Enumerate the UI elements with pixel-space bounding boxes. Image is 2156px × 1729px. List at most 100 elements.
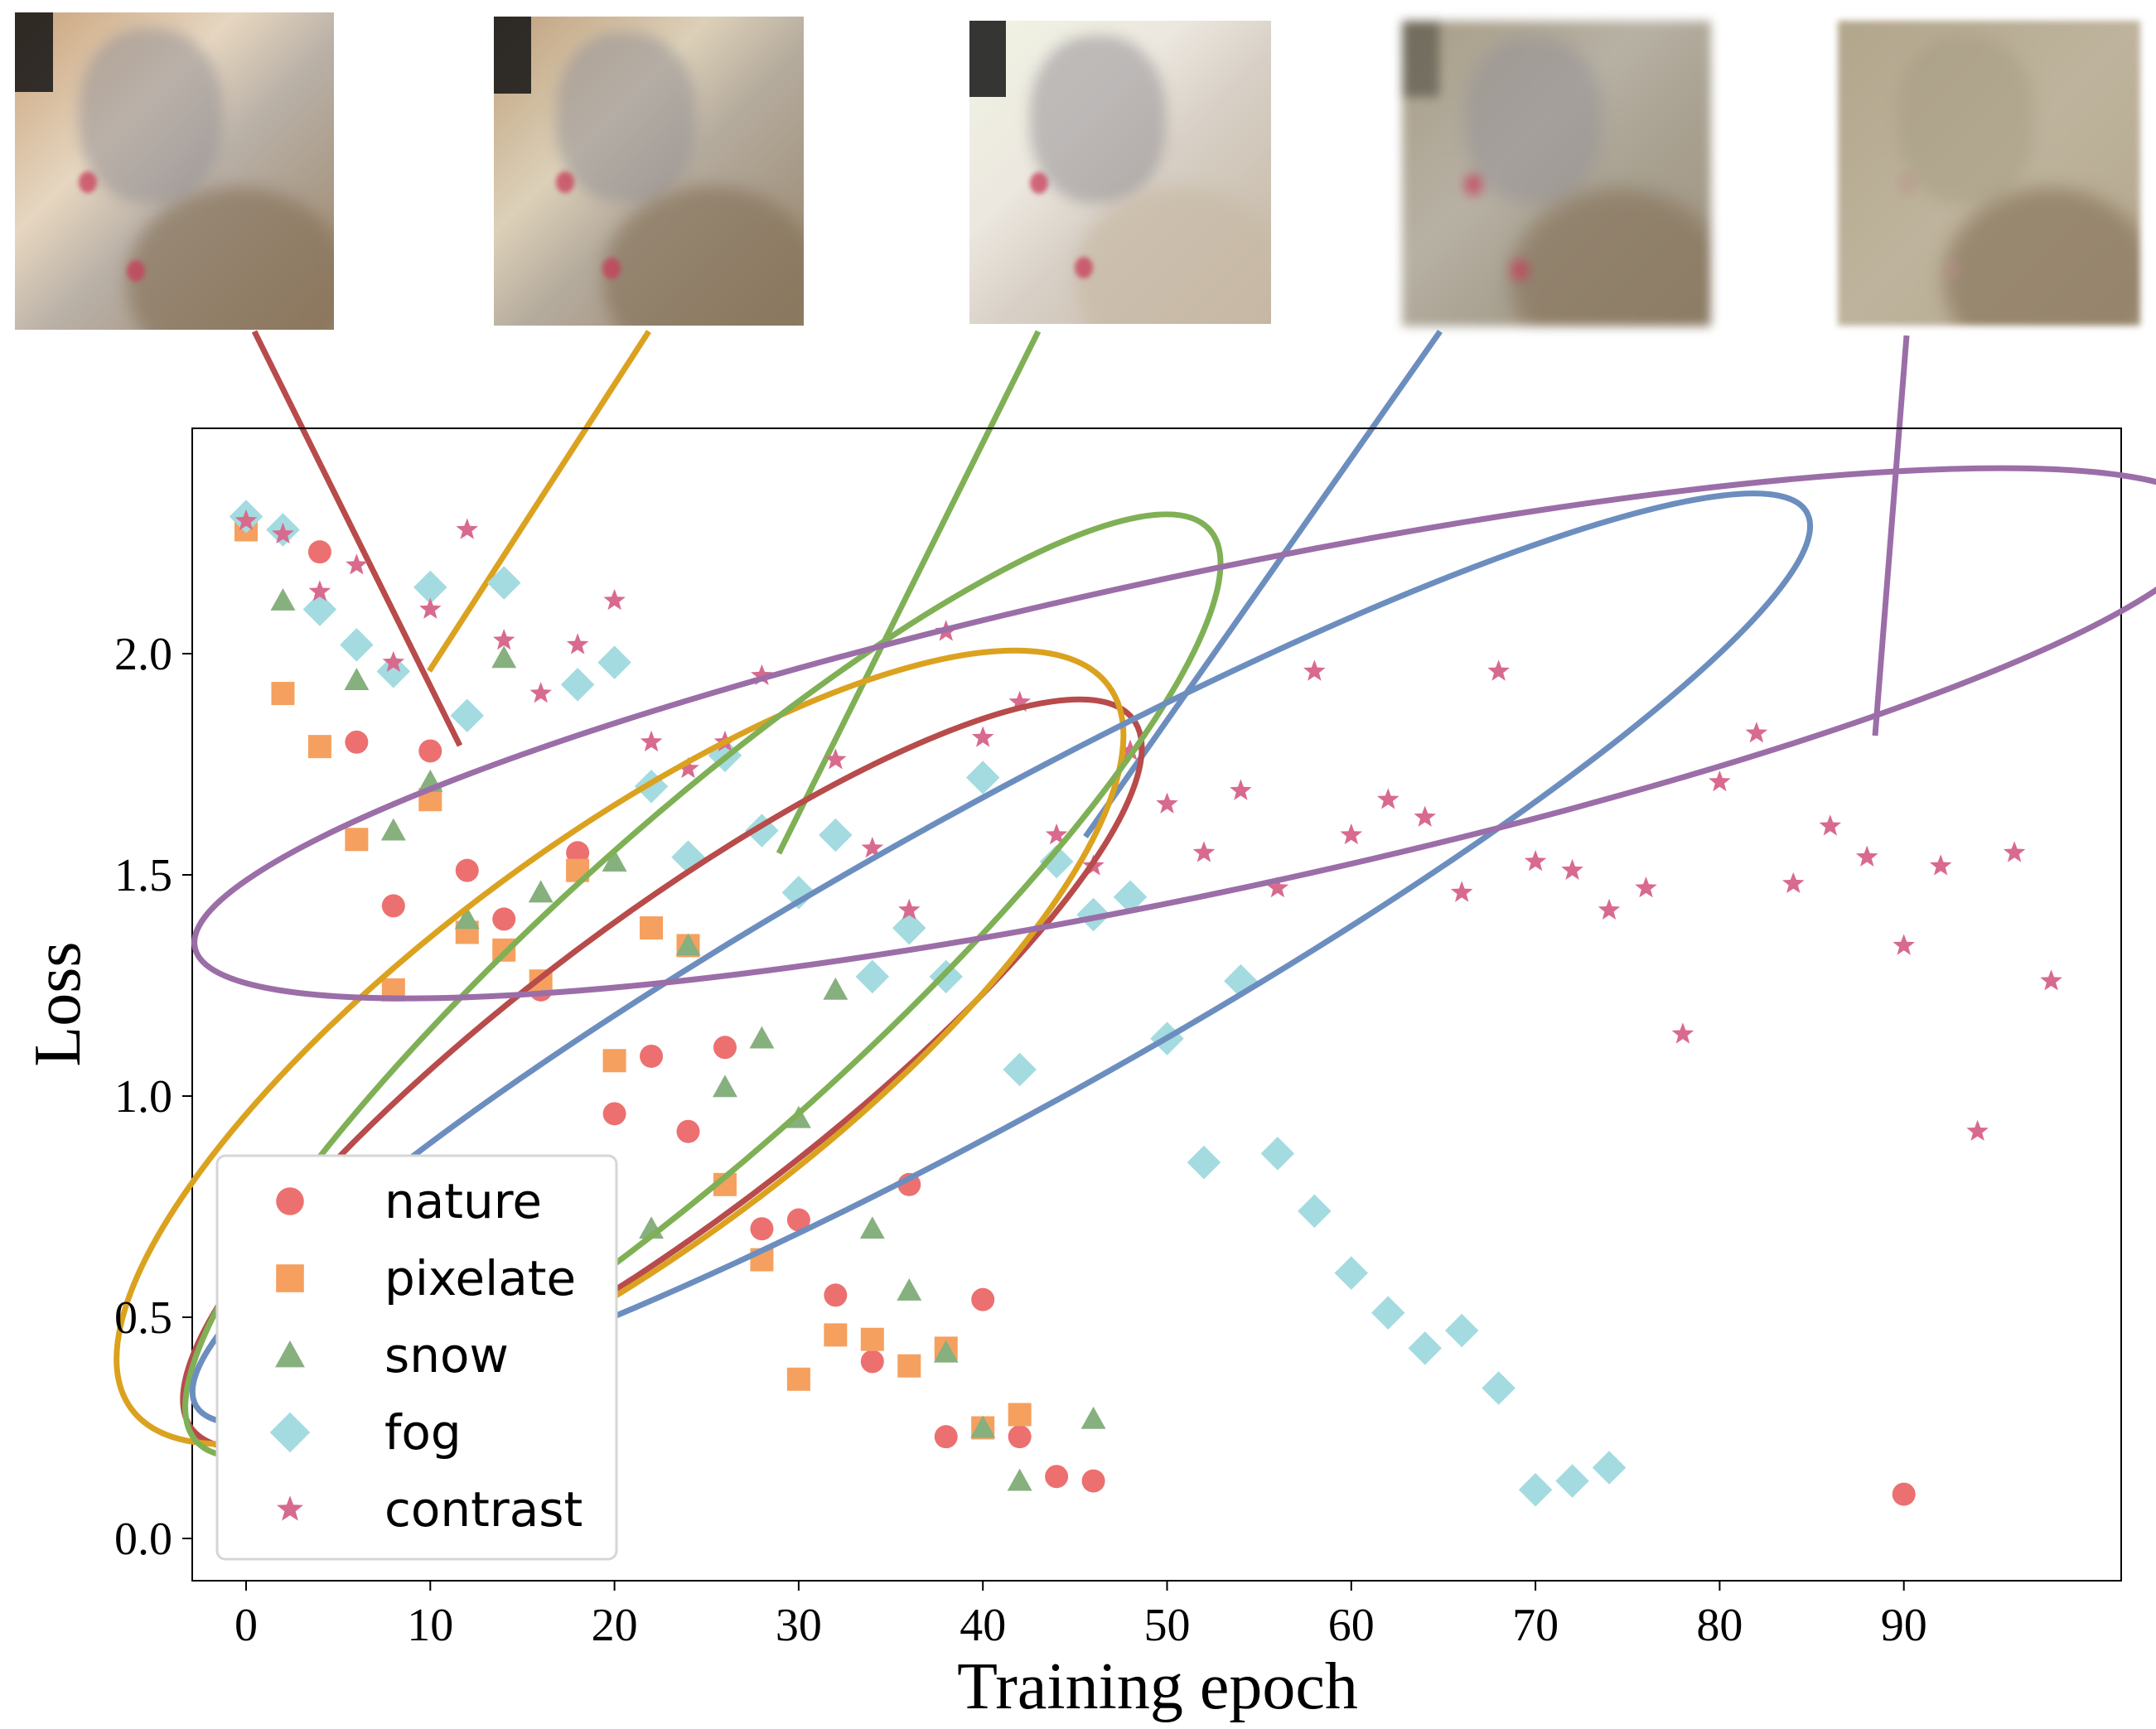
snow-point bbox=[454, 906, 480, 930]
contrast-point bbox=[1266, 877, 1289, 898]
contrast-point bbox=[1487, 659, 1510, 681]
thumbnail-fog bbox=[1402, 21, 1711, 326]
cat-head-shape bbox=[1029, 36, 1166, 203]
contrast-point bbox=[234, 509, 258, 531]
contrast-point bbox=[346, 553, 368, 575]
fog-point bbox=[1555, 1464, 1589, 1498]
contrast-point bbox=[677, 756, 699, 779]
x-tick-label: 50 bbox=[1144, 1600, 1191, 1651]
fog-point bbox=[1334, 1256, 1369, 1290]
contrast-point bbox=[1893, 934, 1915, 955]
x-tick-label: 10 bbox=[407, 1600, 453, 1651]
nature-point bbox=[713, 1036, 737, 1060]
fog-point bbox=[1076, 897, 1110, 932]
contrast-point bbox=[1045, 823, 1068, 845]
pink-spot-shape bbox=[602, 257, 621, 279]
legend-fog-marker bbox=[269, 1412, 311, 1453]
pink-spot-shape bbox=[1898, 173, 1917, 195]
snow-point bbox=[491, 645, 517, 669]
x-tick-label: 0 bbox=[234, 1600, 258, 1651]
x-tick-label: 20 bbox=[592, 1600, 638, 1651]
pixelate-point bbox=[602, 1049, 626, 1073]
contrast-point bbox=[2003, 841, 2026, 862]
x-tick-label: 80 bbox=[1696, 1600, 1743, 1651]
nature-point bbox=[602, 1102, 626, 1126]
fog-point bbox=[1482, 1371, 1515, 1405]
contrast-point bbox=[1340, 823, 1363, 845]
dark-corner-shape bbox=[494, 17, 531, 94]
nature-point bbox=[307, 540, 331, 564]
fog-point bbox=[1592, 1451, 1627, 1485]
thumbnail-pixelate bbox=[494, 17, 804, 326]
x-tick-label: 90 bbox=[1881, 1600, 1927, 1651]
pixelate-point bbox=[786, 1367, 810, 1391]
fog-point bbox=[1003, 1052, 1037, 1087]
contrast-point bbox=[1635, 877, 1657, 898]
fog-point bbox=[376, 654, 411, 688]
nature-point bbox=[1008, 1425, 1032, 1449]
fog-point bbox=[486, 566, 521, 600]
contrast-point bbox=[1450, 881, 1473, 902]
legend-fog-label: fog bbox=[384, 1404, 462, 1461]
plot-frame bbox=[191, 427, 2122, 1582]
pixelate-point bbox=[345, 828, 369, 852]
nature-point bbox=[934, 1425, 958, 1449]
y-tick-label: 2.0 bbox=[114, 629, 172, 680]
x-tick-label: 70 bbox=[1512, 1600, 1559, 1651]
contrast-point bbox=[861, 837, 884, 858]
contrast-point bbox=[751, 664, 773, 685]
y-tick-label: 1.5 bbox=[114, 850, 172, 901]
cat-head-shape bbox=[79, 28, 223, 203]
pink-spot-shape bbox=[126, 259, 145, 282]
x-tick-label: 40 bbox=[960, 1600, 1006, 1651]
pixelate-point bbox=[1008, 1403, 1032, 1427]
snow-point bbox=[344, 668, 370, 690]
nature-point bbox=[381, 894, 405, 918]
contrast-point bbox=[272, 522, 294, 544]
pink-spot-shape bbox=[1029, 172, 1048, 194]
pixelate-connector-line bbox=[427, 330, 651, 673]
nature-point bbox=[971, 1287, 995, 1311]
fog-point bbox=[1039, 844, 1074, 879]
nature-point bbox=[455, 858, 479, 882]
contrast-point bbox=[1855, 845, 1878, 867]
nature-point bbox=[676, 1119, 700, 1143]
fog-point bbox=[1260, 1137, 1295, 1171]
contrast-point bbox=[1929, 854, 1952, 876]
nature-point bbox=[640, 1044, 664, 1068]
nature-point bbox=[492, 907, 516, 931]
thumbnail-snow bbox=[969, 21, 1271, 324]
contrast-ellipse bbox=[191, 465, 2156, 1002]
legend-contrast-label: contrast bbox=[384, 1481, 583, 1538]
contrast-connector-line bbox=[1872, 335, 1910, 737]
contrast-point bbox=[1192, 841, 1216, 862]
snow-connector-line bbox=[776, 330, 1042, 855]
cat-head-shape bbox=[1463, 36, 1603, 205]
contrast-point bbox=[1230, 779, 1252, 800]
legend-pixelate-label: pixelate bbox=[384, 1250, 576, 1306]
fog-point bbox=[965, 761, 1000, 794]
dark-corner-shape bbox=[15, 12, 54, 92]
pixelate-point bbox=[860, 1327, 884, 1351]
snow-point bbox=[270, 587, 296, 611]
snow-point bbox=[859, 1216, 885, 1239]
contrast-point bbox=[1709, 770, 1731, 792]
legend-box bbox=[215, 1154, 618, 1561]
pixelate-point bbox=[897, 1354, 921, 1378]
snow-point bbox=[675, 933, 701, 956]
pink-spot-shape bbox=[555, 171, 574, 193]
pink-spot-shape bbox=[1510, 258, 1529, 281]
x-axis-ticks: 0 10 20 30 40 50 60 70 80 90 bbox=[234, 1581, 1927, 1651]
fog-point bbox=[1518, 1473, 1553, 1507]
legend-nature-label: nature bbox=[384, 1173, 542, 1229]
contrast-point bbox=[1966, 1119, 1989, 1141]
contrast-point bbox=[382, 650, 405, 672]
corruption-thumbnails bbox=[0, 0, 2156, 348]
contrast-point bbox=[1561, 858, 1583, 880]
contrast-point bbox=[566, 633, 589, 654]
nature-point bbox=[824, 1283, 848, 1307]
legend-snow-marker bbox=[275, 1340, 305, 1368]
nature-point bbox=[1892, 1482, 1916, 1506]
snow-point bbox=[380, 818, 406, 841]
fog-point bbox=[302, 592, 337, 626]
